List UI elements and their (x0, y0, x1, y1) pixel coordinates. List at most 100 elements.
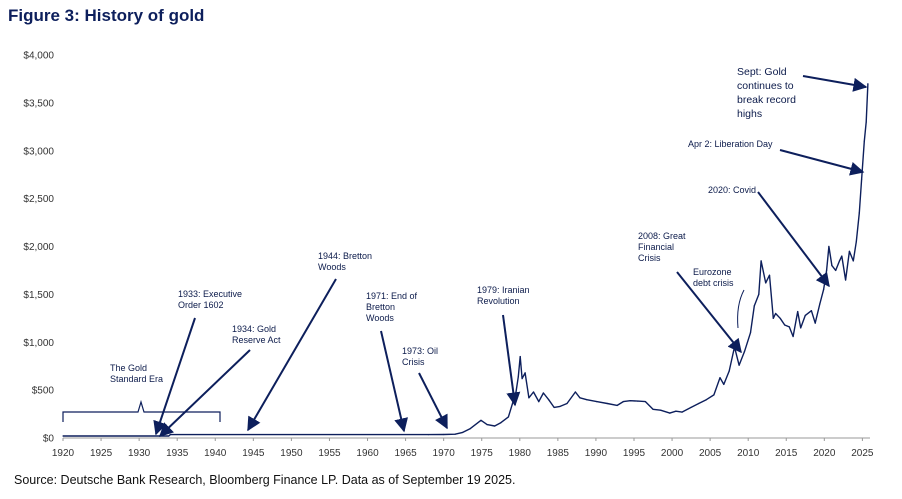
annotation-arrow (247, 278, 337, 432)
annotation-line: 1971: End of (366, 291, 418, 301)
data-point (835, 269, 837, 271)
y-tick-label: $1,500 (23, 290, 54, 301)
x-tick-label: 1920 (52, 448, 75, 459)
annotation-line: Reserve Act (232, 335, 281, 345)
data-point (814, 322, 816, 324)
data-point (532, 391, 535, 393)
annotation-line: Order 1602 (178, 300, 224, 310)
data-point (606, 402, 608, 405)
annotation-arrow (418, 372, 448, 430)
annotation-label: 1979: Iranian Revolution (477, 285, 530, 306)
data-point (705, 399, 707, 401)
annotation-line: 2008: Great (638, 231, 686, 241)
data-point (559, 405, 561, 407)
annotation-label: 1944: Bretton Woods (318, 251, 372, 272)
annotation-arrow (380, 330, 408, 433)
y-tick-label: $4,000 (23, 51, 54, 62)
data-point (828, 245, 830, 248)
data-point (728, 370, 730, 372)
annotation-arrow (158, 349, 251, 437)
x-tick-label: 1980 (509, 448, 532, 459)
source-note: Source: Deutsche Bank Research, Bloomber… (14, 473, 516, 487)
data-point (865, 121, 867, 123)
annotation-line: highs (737, 108, 762, 120)
x-tick-label: 1945 (242, 448, 265, 459)
annotation-line: Apr 2: Liberation Day (688, 139, 773, 149)
data-point (548, 399, 550, 401)
data-point (738, 364, 740, 366)
data-point (852, 260, 854, 262)
data-point (486, 424, 488, 426)
data-point (779, 317, 781, 319)
annotation-line: 1944: Bretton (318, 251, 372, 261)
data-point (845, 279, 847, 281)
x-tick-label: 1930 (128, 448, 151, 459)
annotation-line: 1934: Gold (232, 324, 276, 334)
annotation-line: continues to (737, 80, 794, 92)
annotation-arrow (779, 149, 865, 176)
annotation-label: 1934: Gold Reserve Act (232, 324, 281, 345)
x-tick-label: 1970 (433, 448, 456, 459)
annotation-label: 2020: Covid (708, 185, 756, 195)
data-point (848, 250, 851, 252)
annotation-label: Sept: Gold continues to break record highs (737, 66, 796, 120)
y-tick-label: $2,000 (23, 242, 54, 253)
x-tick-label: 2025 (851, 448, 874, 459)
data-point (519, 356, 521, 358)
x-tick-label: 1935 (166, 448, 189, 459)
data-point (637, 400, 639, 402)
data-point (690, 406, 692, 408)
data-point (810, 310, 813, 312)
data-point (454, 433, 456, 435)
data-point (792, 335, 794, 338)
data-point (427, 434, 429, 436)
data-point (566, 402, 568, 405)
x-tick-label: 2015 (775, 448, 798, 459)
data-point (500, 422, 502, 424)
annotation-line: Revolution (477, 296, 520, 306)
data-point (804, 314, 806, 316)
data-point (858, 212, 860, 214)
gold-standard-bracket (62, 399, 221, 422)
data-point (800, 327, 802, 329)
y-tick-label: $3,500 (23, 98, 54, 109)
annotation-line: Eurozone (693, 267, 732, 277)
annotation-line: debt crisis (693, 278, 734, 288)
data-point (723, 383, 725, 385)
y-tick-label: $2,500 (23, 194, 54, 205)
data-point (788, 326, 790, 328)
annotation-arrow (502, 314, 521, 407)
data-point (528, 397, 530, 399)
data-point (772, 317, 774, 319)
data-point (629, 400, 631, 402)
data-point (758, 293, 760, 295)
x-tick-label: 2010 (737, 448, 760, 459)
data-point (469, 428, 471, 430)
annotation-line: Woods (366, 313, 394, 323)
data-point (652, 408, 654, 410)
x-tick-label: 1995 (623, 448, 646, 459)
x-tick-label: 1960 (356, 448, 379, 459)
annotation-line: Financial (638, 242, 674, 252)
data-point (443, 433, 445, 436)
data-point (622, 401, 624, 403)
data-point (863, 140, 865, 142)
data-point (775, 312, 777, 315)
data-point (168, 435, 170, 437)
annotation-line: break record (737, 94, 796, 106)
data-point (494, 425, 496, 427)
x-tick-label: 2000 (661, 448, 684, 459)
x-tick-label: 2005 (699, 448, 722, 459)
annotation-label: 1933: Executive Order 1602 (178, 289, 242, 310)
annotation-line: Woods (318, 262, 346, 272)
series-layer (62, 83, 869, 437)
annotation-arrow (802, 75, 868, 92)
annotation-line: Bretton (366, 302, 395, 312)
annotation-line: Standard Era (110, 374, 163, 384)
data-point (524, 372, 526, 374)
data-point (867, 83, 869, 85)
data-point (749, 332, 752, 334)
data-point (644, 401, 647, 403)
data-point (784, 324, 786, 326)
gold-price-chart: $0 $500 $1,000 $1,500 $2,000 $2,500 $3,000 $3,5… (23, 51, 874, 460)
